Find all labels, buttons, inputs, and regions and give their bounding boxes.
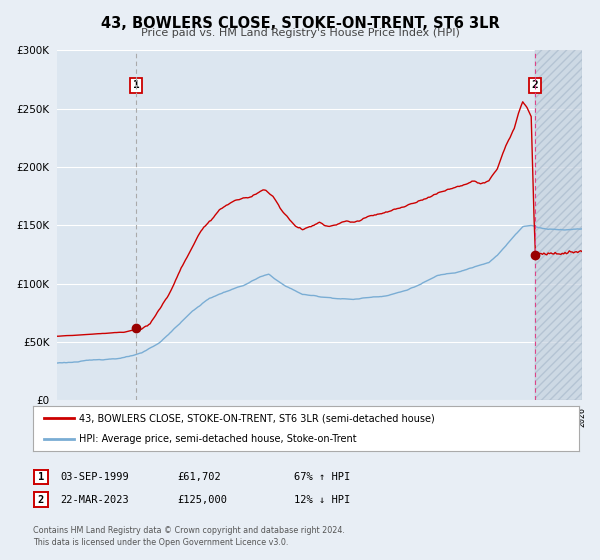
Text: 43, BOWLERS CLOSE, STOKE-ON-TRENT, ST6 3LR (semi-detached house): 43, BOWLERS CLOSE, STOKE-ON-TRENT, ST6 3… bbox=[79, 413, 435, 423]
Text: 1: 1 bbox=[133, 81, 139, 90]
Text: 67% ↑ HPI: 67% ↑ HPI bbox=[294, 472, 350, 482]
Text: £125,000: £125,000 bbox=[177, 494, 227, 505]
Text: 1: 1 bbox=[38, 472, 44, 482]
Text: 2: 2 bbox=[38, 494, 44, 505]
Text: 43, BOWLERS CLOSE, STOKE-ON-TRENT, ST6 3LR: 43, BOWLERS CLOSE, STOKE-ON-TRENT, ST6 3… bbox=[101, 16, 499, 31]
Text: £61,702: £61,702 bbox=[177, 472, 221, 482]
Text: HPI: Average price, semi-detached house, Stoke-on-Trent: HPI: Average price, semi-detached house,… bbox=[79, 433, 357, 444]
Text: 22-MAR-2023: 22-MAR-2023 bbox=[60, 494, 129, 505]
Text: Price paid vs. HM Land Registry's House Price Index (HPI): Price paid vs. HM Land Registry's House … bbox=[140, 28, 460, 38]
Text: This data is licensed under the Open Government Licence v3.0.: This data is licensed under the Open Gov… bbox=[33, 538, 289, 547]
Text: 03-SEP-1999: 03-SEP-1999 bbox=[60, 472, 129, 482]
Text: Contains HM Land Registry data © Crown copyright and database right 2024.: Contains HM Land Registry data © Crown c… bbox=[33, 526, 345, 535]
Text: 2: 2 bbox=[532, 81, 538, 90]
Text: 12% ↓ HPI: 12% ↓ HPI bbox=[294, 494, 350, 505]
Bar bbox=[535, 50, 582, 400]
